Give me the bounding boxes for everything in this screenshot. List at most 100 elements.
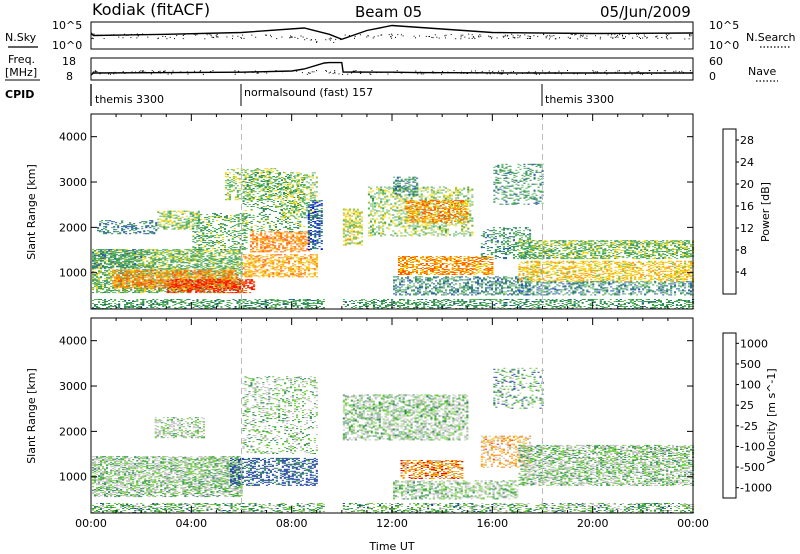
- echo-cell: [195, 290, 197, 291]
- echo-cell: [238, 249, 240, 250]
- echo-cell: [104, 256, 106, 257]
- nsearch-dot: [195, 35, 196, 36]
- echo-cell: [170, 260, 172, 261]
- echo-cell: [198, 214, 200, 215]
- echo-cell: [235, 255, 237, 256]
- nave-dot: [499, 73, 500, 74]
- echo-cell: [190, 260, 192, 261]
- echo-cell: [124, 278, 126, 279]
- echo-cell: [118, 260, 120, 261]
- nave-dot: [203, 74, 204, 75]
- echo-cell: [134, 260, 136, 261]
- echo-cell: [110, 266, 112, 267]
- echo-cell: [148, 267, 150, 268]
- nave-dot: [629, 73, 630, 74]
- echo-cell: [94, 251, 96, 252]
- echo-cell: [121, 226, 123, 227]
- echo-cell: [158, 280, 160, 281]
- echo-cell: [220, 270, 222, 271]
- echo-cell: [206, 235, 208, 236]
- echo-cell: [173, 284, 175, 285]
- echo-cell: [194, 232, 196, 233]
- echo-cell: [170, 262, 172, 263]
- echo-cell: [140, 289, 142, 290]
- echo-cell: [200, 251, 202, 252]
- echo-cell: [161, 227, 163, 228]
- echo-cell: [178, 220, 180, 221]
- echo-cell: [147, 226, 149, 227]
- echo-cell: [268, 195, 270, 196]
- echo-cell: [203, 290, 205, 291]
- echo-cell: [176, 262, 178, 263]
- nave-dot: [660, 73, 661, 74]
- echo-cell: [156, 256, 158, 257]
- echo-cell: [272, 171, 274, 172]
- echo-cell: [205, 280, 207, 281]
- echo-cell: [122, 269, 124, 270]
- echo-cell: [272, 264, 274, 265]
- echo-cell: [250, 270, 252, 271]
- nsearch-dot: [491, 38, 492, 39]
- echo-cell: [158, 258, 160, 259]
- echo-cell: [100, 276, 102, 277]
- echo-cell: [237, 292, 239, 293]
- echo-cell: [104, 255, 106, 256]
- echo-cell: [243, 192, 245, 193]
- echo-cell: [98, 283, 100, 284]
- echo-cell: [239, 287, 241, 288]
- nsearch-dot: [527, 38, 528, 39]
- nsearch-dot: [503, 37, 504, 38]
- echo-cell: [148, 264, 150, 265]
- echo-cell: [262, 273, 264, 274]
- echo-cell: [194, 253, 196, 254]
- echo-cell: [157, 212, 159, 213]
- echo-cell: [212, 245, 214, 246]
- nsearch-dot: [445, 37, 446, 38]
- echo-cell: [200, 219, 202, 220]
- echo-cell: [244, 226, 246, 227]
- echo-cell: [140, 271, 142, 272]
- echo-cell: [180, 250, 182, 251]
- echo-cell: [204, 259, 206, 260]
- echo-cell: [237, 272, 239, 273]
- echo-cell: [192, 226, 194, 227]
- echo-cell: [146, 249, 148, 250]
- echo-cell: [96, 262, 98, 263]
- nave-dot: [615, 72, 616, 73]
- nave-dot: [466, 73, 467, 74]
- echo-cell: [98, 282, 100, 283]
- echo-cell: [245, 271, 247, 272]
- echo-cell: [174, 225, 176, 226]
- echo-cell: [190, 277, 192, 278]
- echo-cell: [272, 260, 274, 261]
- echo-cell: [105, 232, 107, 233]
- echo-cell: [148, 292, 150, 293]
- echo-cell: [198, 219, 200, 220]
- echo-cell: [196, 261, 198, 262]
- echo-cell: [199, 291, 201, 292]
- echo-cell: [101, 229, 103, 230]
- echo-cell: [212, 246, 214, 247]
- echo-cell: [124, 291, 126, 292]
- echo-cell: [241, 282, 243, 283]
- echo-cell: [208, 285, 210, 286]
- nave-dot: [683, 72, 684, 73]
- echo-cell: [229, 283, 231, 284]
- echo-cell: [133, 223, 135, 224]
- echo-cell: [148, 275, 150, 276]
- nave-dot: [307, 74, 308, 75]
- echo-cell: [104, 275, 106, 276]
- echo-cell: [184, 282, 186, 283]
- station-title: Kodiak (fitACF): [92, 0, 210, 19]
- echo-cell: [254, 262, 256, 263]
- echo-cell: [116, 288, 118, 289]
- echo-cell: [185, 279, 187, 280]
- echo-cell: [173, 287, 175, 288]
- echo-cell: [233, 282, 235, 283]
- echo-cell: [224, 250, 226, 251]
- echo-cell: [162, 253, 164, 254]
- echo-cell: [235, 258, 237, 259]
- echo-cell: [92, 292, 94, 293]
- echo-cell: [142, 288, 144, 289]
- echo-cell: [206, 244, 208, 245]
